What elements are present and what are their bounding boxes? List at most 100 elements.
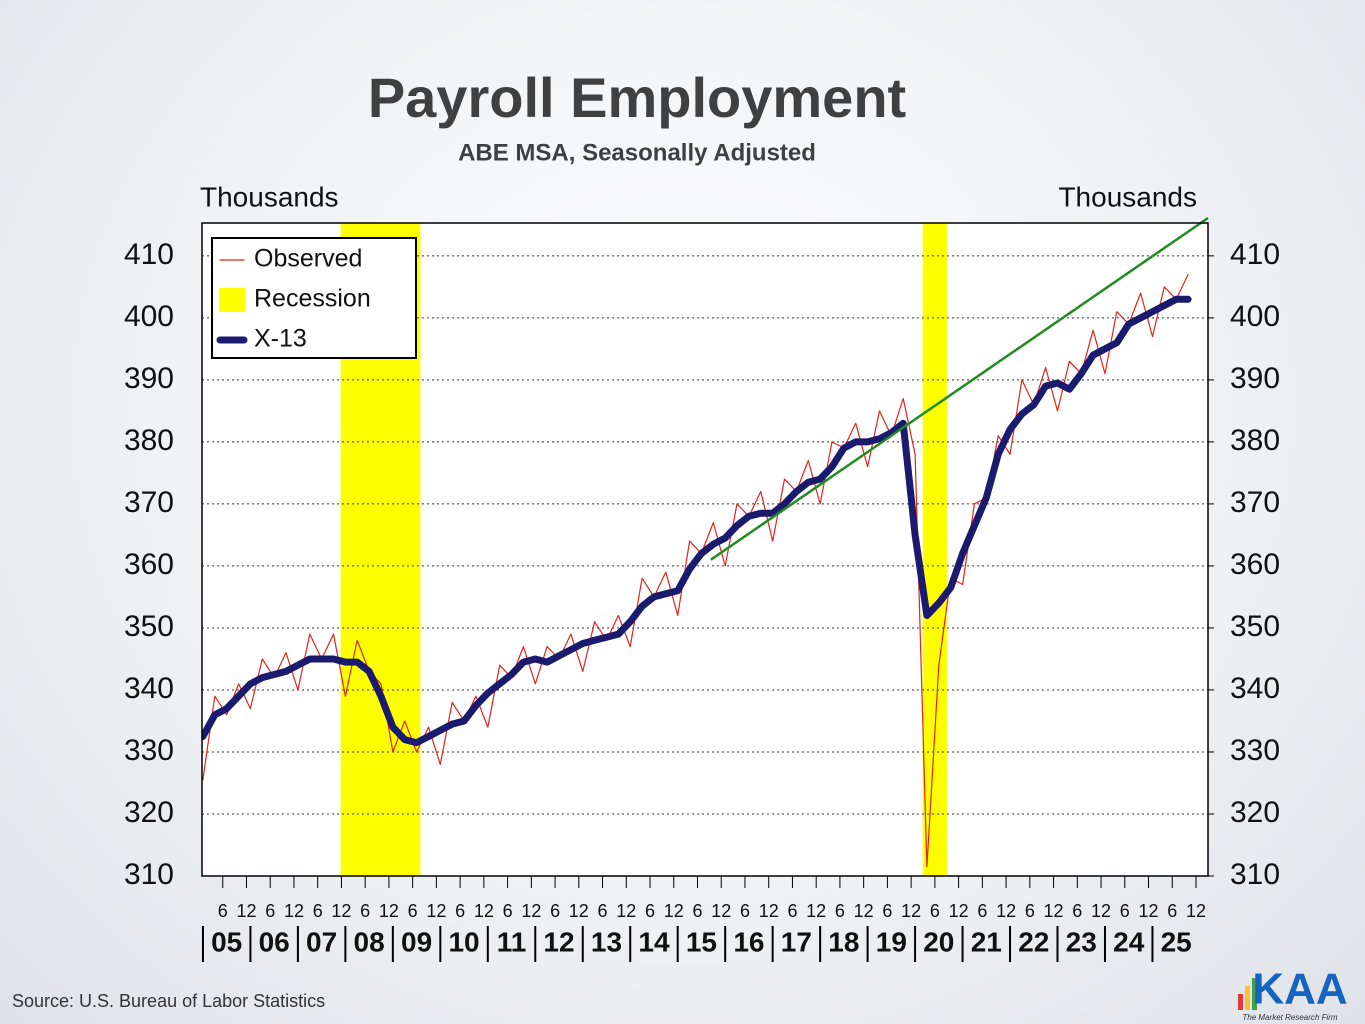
x-tick-label: 6 xyxy=(1025,901,1035,921)
x-tick-label: 6 xyxy=(598,901,608,921)
x-tick-label: 12 xyxy=(1186,901,1206,921)
x-tick-label: 12 xyxy=(996,901,1016,921)
x-tick-label: 12 xyxy=(711,901,731,921)
x-tick-label: 6 xyxy=(503,901,513,921)
x-tick-label: 6 xyxy=(1120,901,1130,921)
y2-tick-label: 410 xyxy=(1230,238,1280,271)
x-tick-label: 6 xyxy=(455,901,465,921)
x-tick-label: 6 xyxy=(645,901,655,921)
x-tick-label: 6 xyxy=(692,901,702,921)
year-label: 16 xyxy=(733,926,764,957)
y2-tick-label: 390 xyxy=(1230,362,1280,395)
x-tick-label: 12 xyxy=(474,901,494,921)
legend-label: Recession xyxy=(254,285,371,313)
x-tick-label: 6 xyxy=(1072,901,1082,921)
y2-tick-label: 370 xyxy=(1230,486,1280,519)
year-label: 09 xyxy=(401,926,432,957)
y2-tick-label: 350 xyxy=(1230,610,1280,643)
y2-tick-label: 320 xyxy=(1230,796,1280,829)
x-tick-label: 12 xyxy=(854,901,874,921)
y-tick-label: 410 xyxy=(124,238,174,271)
x-tick-label: 12 xyxy=(1044,901,1064,921)
year-label: 25 xyxy=(1161,926,1192,957)
x-tick-label: 12 xyxy=(521,901,541,921)
x-tick-label: 12 xyxy=(949,901,969,921)
y-tick-label: 350 xyxy=(124,610,174,643)
logo-bar xyxy=(1245,986,1250,1010)
x-tick-label: 6 xyxy=(360,901,370,921)
year-label: 15 xyxy=(686,926,717,957)
plot-border xyxy=(201,222,1209,877)
year-label: 11 xyxy=(497,926,527,957)
x-tick-label: 6 xyxy=(835,901,845,921)
x-tick-label: 12 xyxy=(331,901,351,921)
y2-tick-label: 330 xyxy=(1230,734,1280,767)
logo-text: KAA xyxy=(1252,965,1347,1014)
source-note: Source: U.S. Bureau of Labor Statistics xyxy=(12,991,325,1011)
y-tick-label: 330 xyxy=(124,734,174,767)
x-tick-label: 6 xyxy=(977,901,987,921)
y2-tick-label: 360 xyxy=(1230,548,1280,581)
y2-tick-label: 400 xyxy=(1230,300,1280,333)
y-axis-label: Thousands xyxy=(200,181,339,212)
year-label: 13 xyxy=(591,926,622,957)
y-tick-label: 320 xyxy=(124,796,174,829)
x-tick-label: 12 xyxy=(236,901,256,921)
x-tick-label: 6 xyxy=(882,901,892,921)
series-line xyxy=(202,295,1192,747)
year-label: 19 xyxy=(876,926,907,957)
x-tick-label: 12 xyxy=(901,901,921,921)
x-tick-label: 12 xyxy=(379,901,399,921)
y2-tick-label: 340 xyxy=(1230,672,1280,705)
y-tick-label: 340 xyxy=(124,672,174,705)
recession-band xyxy=(922,223,947,876)
year-label: 17 xyxy=(781,926,812,957)
x-tick-label: 12 xyxy=(616,901,636,921)
chart-title: Payroll Employment xyxy=(368,66,906,129)
x-tick-label: 6 xyxy=(930,901,940,921)
legend-label: X-13 xyxy=(254,325,307,353)
year-label: 21 xyxy=(971,926,1002,957)
logo: KAA The Market Research Firm xyxy=(1238,965,1348,1022)
year-label: 23 xyxy=(1066,926,1097,957)
year-label: 07 xyxy=(306,926,337,957)
y-tick-label: 380 xyxy=(124,424,174,457)
y-tick-label: 370 xyxy=(124,486,174,519)
y-tick-label: 400 xyxy=(124,300,174,333)
x-tick-label: 6 xyxy=(408,901,418,921)
logo-bar xyxy=(1238,994,1243,1010)
year-label: 05 xyxy=(211,926,242,957)
year-label: 08 xyxy=(354,926,385,957)
x-tick-label: 6 xyxy=(787,901,797,921)
x-tick-label: 12 xyxy=(664,901,684,921)
x-tick-label: 6 xyxy=(218,901,228,921)
y2-tick-label: 310 xyxy=(1230,858,1280,891)
logo-tagline: The Market Research Firm xyxy=(1242,1013,1337,1022)
x-tick-label: 12 xyxy=(806,901,826,921)
legend-swatch xyxy=(219,288,245,312)
year-label: 22 xyxy=(1018,926,1049,957)
x-tick-label: 12 xyxy=(426,901,446,921)
y-tick-label: 390 xyxy=(124,362,174,395)
x-tick-label: 12 xyxy=(759,901,779,921)
x-tick-label: 12 xyxy=(1091,901,1111,921)
y-tick-label: 310 xyxy=(124,858,174,891)
y2-axis-label: Thousands xyxy=(1058,181,1197,212)
y-tick-label: 360 xyxy=(124,548,174,581)
legend-label: Observed xyxy=(254,245,362,273)
year-label: 24 xyxy=(1113,926,1145,957)
logo-bar xyxy=(1252,978,1257,1010)
x-tick-label: 6 xyxy=(550,901,560,921)
x-tick-label: 6 xyxy=(1167,901,1177,921)
x-tick-label: 6 xyxy=(740,901,750,921)
y2-tick-label: 380 xyxy=(1230,424,1280,457)
x-tick-label: 12 xyxy=(284,901,304,921)
trend-line xyxy=(710,216,1209,561)
x-tick-label: 12 xyxy=(1138,901,1158,921)
year-label: 18 xyxy=(828,926,859,957)
year-label: 12 xyxy=(543,926,574,957)
x-tick-label: 12 xyxy=(569,901,589,921)
year-label: 20 xyxy=(923,926,954,957)
x-tick-label: 6 xyxy=(265,901,275,921)
